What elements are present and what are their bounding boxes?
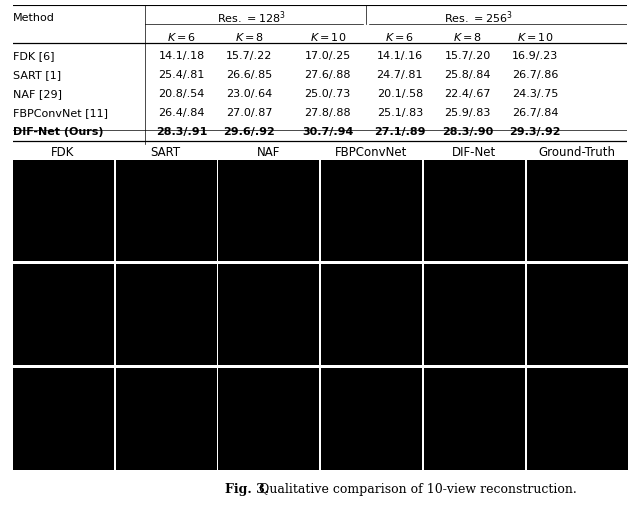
Text: 22.4/.67: 22.4/.67 bbox=[444, 89, 491, 99]
Text: 29.6/.92: 29.6/.92 bbox=[223, 127, 275, 137]
Text: 23.0/.64: 23.0/.64 bbox=[226, 89, 273, 99]
Text: Qualitative comparison of 10-view reconstruction.: Qualitative comparison of 10-view recons… bbox=[255, 483, 577, 496]
Text: DIF-Net: DIF-Net bbox=[452, 147, 497, 159]
Text: $K = 6$: $K = 6$ bbox=[385, 31, 415, 43]
Text: $K = 10$: $K = 10$ bbox=[310, 31, 346, 43]
Text: 24.3/.75: 24.3/.75 bbox=[512, 89, 558, 99]
Text: FBPConvNet [11]: FBPConvNet [11] bbox=[13, 108, 108, 118]
Text: Res. $= 128^3$: Res. $= 128^3$ bbox=[216, 9, 285, 26]
Text: 25.4/.81: 25.4/.81 bbox=[159, 70, 205, 80]
Text: 28.3/.91: 28.3/.91 bbox=[156, 127, 207, 137]
Text: FBPConvNet: FBPConvNet bbox=[335, 147, 408, 159]
Text: NAF [29]: NAF [29] bbox=[13, 89, 62, 99]
Text: 14.1/.18: 14.1/.18 bbox=[159, 51, 205, 61]
Text: 27.1/.89: 27.1/.89 bbox=[374, 127, 426, 137]
Text: 17.0/.25: 17.0/.25 bbox=[305, 51, 351, 61]
Text: $K = 8$: $K = 8$ bbox=[235, 31, 264, 43]
Text: Method: Method bbox=[13, 13, 54, 22]
Text: 26.6/.85: 26.6/.85 bbox=[226, 70, 273, 80]
Text: 20.8/.54: 20.8/.54 bbox=[159, 89, 205, 99]
Text: Ground-Truth: Ground-Truth bbox=[538, 147, 616, 159]
Text: 25.1/.83: 25.1/.83 bbox=[377, 108, 423, 118]
Text: DIF-Net (Ours): DIF-Net (Ours) bbox=[13, 127, 103, 137]
Text: 20.1/.58: 20.1/.58 bbox=[377, 89, 423, 99]
Text: $K = 8$: $K = 8$ bbox=[453, 31, 482, 43]
Text: 27.0/.87: 27.0/.87 bbox=[226, 108, 273, 118]
Text: 24.7/.81: 24.7/.81 bbox=[376, 70, 423, 80]
Text: 27.8/.88: 27.8/.88 bbox=[305, 108, 351, 118]
Text: 25.9/.83: 25.9/.83 bbox=[444, 108, 491, 118]
Text: 15.7/.20: 15.7/.20 bbox=[444, 51, 491, 61]
Text: 16.9/.23: 16.9/.23 bbox=[512, 51, 558, 61]
Text: FDK: FDK bbox=[51, 147, 75, 159]
Text: Fig. 3.: Fig. 3. bbox=[225, 483, 269, 496]
Text: SART [1]: SART [1] bbox=[13, 70, 61, 80]
Text: 15.7/.22: 15.7/.22 bbox=[226, 51, 273, 61]
Text: FDK [6]: FDK [6] bbox=[13, 51, 54, 61]
Text: 25.0/.73: 25.0/.73 bbox=[305, 89, 351, 99]
Text: 30.7/.94: 30.7/.94 bbox=[302, 127, 353, 137]
Text: $K = 6$: $K = 6$ bbox=[167, 31, 196, 43]
Text: NAF: NAF bbox=[257, 147, 280, 159]
Text: 26.7/.86: 26.7/.86 bbox=[512, 70, 558, 80]
Text: 26.7/.84: 26.7/.84 bbox=[512, 108, 558, 118]
Text: 28.3/.90: 28.3/.90 bbox=[442, 127, 493, 137]
Text: 26.4/.84: 26.4/.84 bbox=[159, 108, 205, 118]
Text: 25.8/.84: 25.8/.84 bbox=[444, 70, 491, 80]
Text: 14.1/.16: 14.1/.16 bbox=[377, 51, 423, 61]
Text: Res. $= 256^3$: Res. $= 256^3$ bbox=[444, 9, 513, 26]
Text: $K = 10$: $K = 10$ bbox=[517, 31, 553, 43]
Text: 29.3/.92: 29.3/.92 bbox=[509, 127, 561, 137]
Text: 27.6/.88: 27.6/.88 bbox=[305, 70, 351, 80]
Text: SART: SART bbox=[150, 147, 181, 159]
